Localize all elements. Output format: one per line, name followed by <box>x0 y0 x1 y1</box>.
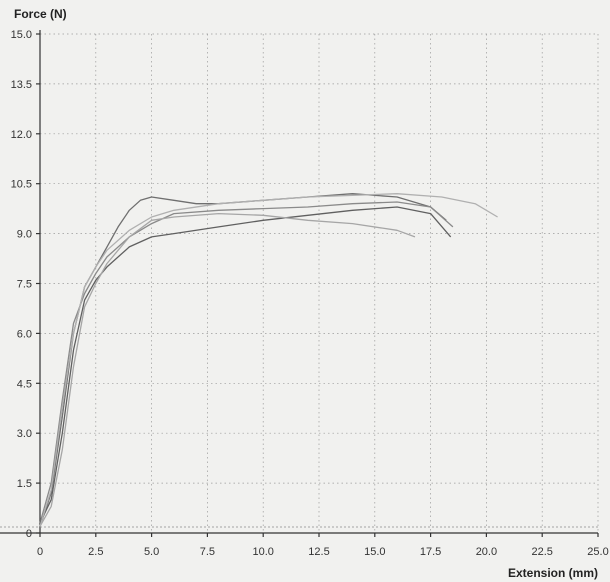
gridlines <box>40 33 599 533</box>
x-tick-label: 2.5 <box>88 546 103 558</box>
x-tick-label: 20.0 <box>476 546 497 558</box>
y-tick-label: 9.0 <box>17 229 32 241</box>
x-tick-label: 17.5 <box>420 546 441 558</box>
y-tick-label: 10.5 <box>11 179 32 191</box>
series-line-5 <box>39 193 498 527</box>
y-axis-label: Force (N) <box>14 7 67 21</box>
x-tick-label: 12.5 <box>308 546 329 558</box>
y-tick-label: 0 <box>26 528 32 540</box>
series-line-2 <box>39 201 454 524</box>
y-tick-label: 13.5 <box>11 79 32 91</box>
y-tick-label: 12.0 <box>11 129 32 141</box>
y-tick-label: 7.5 <box>17 279 32 291</box>
x-tick-label: 5.0 <box>144 546 159 558</box>
x-tick-label: 22.5 <box>531 546 552 558</box>
series-line-4 <box>39 212 416 527</box>
y-tick-label: 1.5 <box>17 478 32 490</box>
x-axis-label: Extension (mm) <box>508 566 598 580</box>
x-tick-label: 0 <box>37 546 43 558</box>
x-tick-label: 25.0 <box>587 546 608 558</box>
y-tick-label: 3.0 <box>17 428 32 440</box>
y-tick-label: 4.5 <box>17 378 32 390</box>
x-tick-label: 15.0 <box>364 546 385 558</box>
series-line-3 <box>39 206 452 524</box>
tick-labels: 0 2.5 5.0 7.5 10.0 12.5 15.0 17.5 20.0 22.5 25.0 0 1… <box>11 29 609 558</box>
series-line-1 <box>39 193 447 527</box>
y-tick-label: 6.0 <box>17 328 32 340</box>
axes <box>0 30 599 537</box>
x-tick-label: 7.5 <box>200 546 215 558</box>
y-tick-label: 15.0 <box>11 29 32 41</box>
x-tick-label: 10.0 <box>252 546 273 558</box>
series-lines <box>39 193 498 527</box>
